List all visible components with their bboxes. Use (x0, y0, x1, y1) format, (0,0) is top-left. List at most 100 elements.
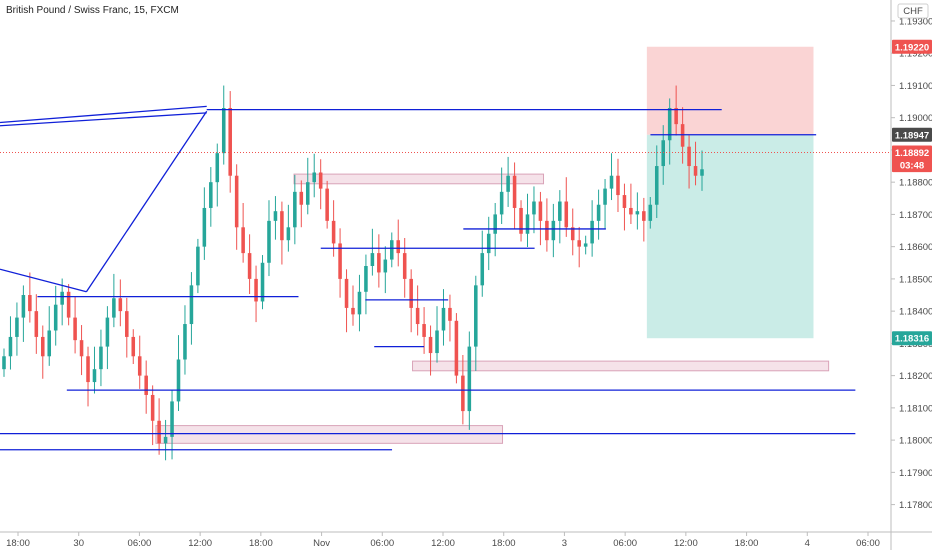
candle-body[interactable] (558, 201, 562, 221)
candle-body[interactable] (687, 146, 691, 167)
candle-body[interactable] (331, 220, 336, 244)
candle-body[interactable] (286, 227, 291, 241)
candle-body[interactable] (2, 356, 6, 370)
candle-body[interactable] (654, 166, 659, 205)
candle-body[interactable] (519, 207, 523, 234)
candle-body[interactable] (189, 285, 194, 325)
candle-body[interactable] (370, 253, 375, 266)
candle-body[interactable] (525, 214, 530, 234)
candle-body[interactable] (305, 182, 310, 205)
candle-body[interactable] (247, 253, 252, 279)
candle-body[interactable] (344, 278, 349, 308)
candle-body[interactable] (474, 285, 478, 347)
candle-body[interactable] (234, 175, 239, 228)
candle-body[interactable] (125, 311, 129, 337)
candle-body[interactable] (47, 330, 52, 357)
candle-body[interactable] (461, 375, 465, 412)
candle-body[interactable] (144, 375, 148, 395)
candle-body[interactable] (422, 324, 426, 337)
candle-body[interactable] (648, 204, 653, 221)
candle-body[interactable] (364, 266, 368, 292)
candle-body[interactable] (112, 298, 116, 318)
candle-body[interactable] (79, 340, 84, 357)
candle-body[interactable] (545, 220, 549, 241)
candle-body[interactable] (73, 317, 77, 341)
candle-body[interactable] (409, 278, 413, 308)
rect-zone[interactable] (293, 173, 545, 185)
candle-body[interactable] (635, 211, 640, 215)
candle-body[interactable] (28, 295, 32, 312)
stop-zone[interactable] (646, 46, 814, 135)
candle-body[interactable] (267, 220, 271, 263)
candle-body[interactable] (532, 201, 536, 215)
candle-body[interactable] (383, 259, 388, 273)
rect-zone[interactable] (155, 425, 504, 444)
candle-body[interactable] (118, 298, 123, 312)
candle-body[interactable] (221, 108, 226, 154)
candle-body[interactable] (415, 307, 420, 325)
candle-body[interactable] (299, 191, 304, 205)
trend-line[interactable] (0, 112, 207, 127)
candle-body[interactable] (551, 220, 556, 241)
candle-body[interactable] (15, 317, 19, 337)
candle-body[interactable] (86, 356, 90, 383)
candle-body[interactable] (583, 243, 588, 247)
candle-body[interactable] (92, 369, 97, 383)
candle-body[interactable] (674, 108, 678, 125)
candle-body[interactable] (377, 253, 381, 273)
candle-body[interactable] (196, 246, 200, 286)
candle-body[interactable] (260, 262, 265, 302)
trend-line[interactable] (0, 105, 207, 124)
candle-body[interactable] (596, 204, 601, 221)
candle-body[interactable] (435, 330, 439, 354)
candle-body[interactable] (202, 207, 207, 247)
candle-body[interactable] (183, 324, 187, 360)
candle-body[interactable] (622, 195, 627, 208)
candle-body[interactable] (137, 356, 142, 376)
candle-body[interactable] (467, 346, 472, 412)
candle-body[interactable] (66, 291, 71, 318)
candle-body[interactable] (176, 359, 181, 402)
candle-body[interactable] (105, 317, 110, 347)
candle-body[interactable] (241, 227, 245, 254)
candle-body[interactable] (693, 166, 698, 176)
candle-body[interactable] (538, 201, 543, 221)
candle-body[interactable] (642, 211, 646, 221)
candle-body[interactable] (273, 211, 278, 221)
candle-body[interactable] (454, 320, 459, 376)
candle-body[interactable] (577, 240, 581, 247)
candle-body[interactable] (293, 191, 297, 228)
candle-body[interactable] (661, 140, 665, 167)
candle-body[interactable] (700, 169, 704, 176)
candle-body[interactable] (99, 346, 103, 370)
candle-body[interactable] (609, 175, 614, 189)
currency-box[interactable] (897, 3, 929, 19)
trend-line[interactable] (85, 110, 208, 293)
candle-body[interactable] (338, 243, 342, 279)
candle-body[interactable] (170, 401, 174, 437)
candle-body[interactable] (603, 188, 607, 205)
target-zone[interactable] (646, 134, 814, 339)
price-tag[interactable] (892, 145, 932, 160)
candle-body[interactable] (667, 108, 672, 141)
price-tag[interactable] (892, 39, 932, 54)
candle-body[interactable] (570, 227, 575, 241)
price-tag[interactable] (892, 127, 932, 142)
candle-body[interactable] (41, 336, 45, 357)
candle-body[interactable] (390, 240, 394, 260)
candle-body[interactable] (280, 211, 284, 241)
candle-body[interactable] (8, 336, 13, 357)
rect-zone[interactable] (412, 360, 830, 372)
candle-body[interactable] (493, 214, 497, 234)
candle-body[interactable] (254, 278, 258, 302)
candle-body[interactable] (157, 420, 161, 444)
candle-body[interactable] (312, 172, 316, 183)
candle-body[interactable] (396, 240, 401, 254)
candle-body[interactable] (590, 220, 594, 244)
candle-body[interactable] (480, 253, 485, 286)
candle-body[interactable] (209, 182, 213, 208)
candle-body[interactable] (325, 188, 329, 221)
candle-body[interactable] (402, 253, 407, 279)
price-tag[interactable] (892, 158, 932, 173)
candle-body[interactable] (163, 436, 168, 444)
